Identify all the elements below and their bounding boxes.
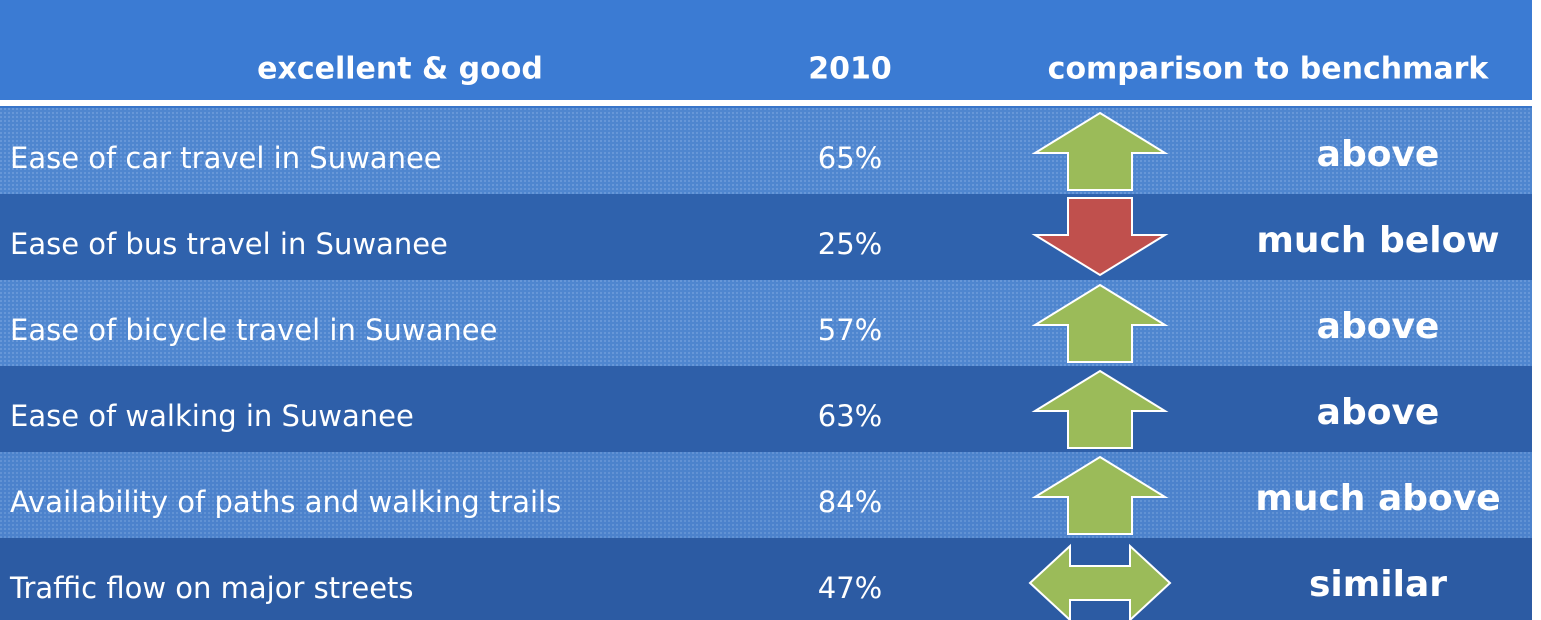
row-label: Ease of car travel in Suwanee bbox=[10, 141, 442, 175]
row-comparison: much above bbox=[1255, 478, 1500, 519]
arrow-both bbox=[1028, 543, 1172, 620]
row-band bbox=[0, 452, 1532, 538]
row-comparison: above bbox=[1317, 134, 1440, 175]
row-band bbox=[0, 108, 1532, 194]
arrow-up bbox=[1031, 283, 1169, 363]
row-comparison: above bbox=[1317, 306, 1440, 347]
column-header: excellent & good bbox=[257, 52, 543, 87]
header-band bbox=[0, 0, 1532, 100]
row-value: 63% bbox=[818, 399, 882, 433]
row-label: Traffic flow on major streets bbox=[9, 571, 414, 605]
row-band bbox=[0, 194, 1532, 280]
row-band bbox=[0, 280, 1532, 366]
row-label: Ease of bicycle travel in Suwanee bbox=[10, 313, 497, 347]
row-label: Availability of paths and walking trails bbox=[10, 485, 561, 519]
row-comparison: above bbox=[1317, 392, 1440, 433]
arrow-up bbox=[1031, 455, 1169, 535]
row-value: 84% bbox=[818, 485, 882, 519]
row-label: Ease of bus travel in Suwanee bbox=[10, 227, 448, 261]
row-value: 65% bbox=[818, 141, 882, 175]
row-band bbox=[0, 366, 1532, 452]
row-comparison: similar bbox=[1309, 564, 1447, 605]
row-label: Ease of walking in Suwanee bbox=[10, 399, 414, 433]
row-value: 47% bbox=[818, 571, 882, 605]
header-rule bbox=[0, 100, 1532, 106]
column-header: comparison to benchmark bbox=[1048, 52, 1490, 87]
row-band bbox=[0, 538, 1532, 620]
arrow-up bbox=[1031, 111, 1169, 191]
arrow-up bbox=[1031, 369, 1169, 449]
row-comparison: much below bbox=[1256, 220, 1499, 261]
row-value: 25% bbox=[818, 227, 882, 261]
column-header: 2010 bbox=[808, 52, 892, 87]
arrow-down bbox=[1031, 197, 1169, 277]
row-value: 57% bbox=[818, 313, 882, 347]
